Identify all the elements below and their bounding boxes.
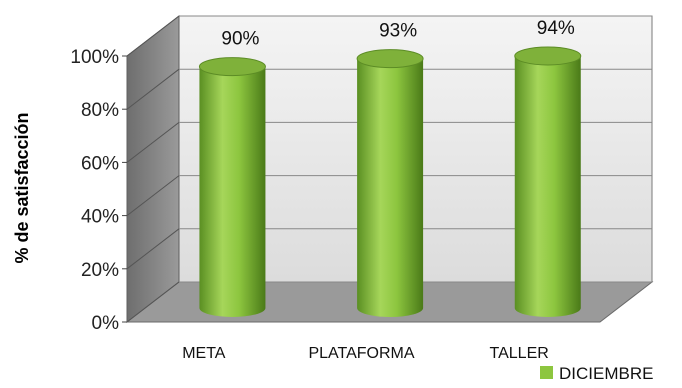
category-label: PLATAFORMA bbox=[308, 345, 414, 362]
legend-swatch bbox=[540, 366, 553, 379]
bar-meta bbox=[198, 57, 266, 317]
data-label: 93% bbox=[379, 21, 417, 42]
y-axis-label: % de satisfacción bbox=[12, 112, 32, 263]
data-label: 90% bbox=[221, 29, 259, 50]
y-axis-ticks: 0% 20% 40% 60% 80% 100% bbox=[70, 47, 127, 334]
y-tick-label: 40% bbox=[81, 207, 119, 228]
y-tick-label: 0% bbox=[92, 313, 120, 334]
y-tick-label: 100% bbox=[70, 47, 119, 68]
bar-body bbox=[514, 55, 581, 317]
bar-top bbox=[198, 57, 266, 77]
gridline-side bbox=[126, 175, 180, 216]
category-label: TALLER bbox=[490, 345, 549, 362]
bar-body bbox=[357, 58, 424, 318]
y-tick-label: 80% bbox=[81, 100, 119, 121]
y-tick-label: 60% bbox=[81, 153, 119, 174]
y-tick-label: 20% bbox=[81, 260, 119, 281]
bars bbox=[198, 46, 582, 318]
bar-taller bbox=[514, 46, 582, 317]
data-label: 94% bbox=[537, 18, 575, 39]
side-wall bbox=[126, 14, 180, 324]
bar-body bbox=[199, 66, 266, 317]
bar-top bbox=[356, 49, 424, 69]
data-labels: 90% 93% 94% bbox=[221, 18, 574, 50]
legend-series-name: DICIEMBRE bbox=[559, 364, 653, 383]
x-axis-categories: META PLATAFORMA TALLER bbox=[182, 345, 549, 362]
gridline-side bbox=[126, 122, 180, 163]
gridline-side bbox=[126, 281, 180, 323]
gridline-side bbox=[126, 228, 180, 270]
category-label: META bbox=[182, 345, 226, 362]
gridline-side bbox=[126, 68, 180, 110]
legend: DICIEMBRE bbox=[540, 364, 653, 383]
bar-top bbox=[514, 46, 582, 66]
bar-plataforma bbox=[356, 49, 424, 318]
gridline-side bbox=[126, 15, 180, 57]
